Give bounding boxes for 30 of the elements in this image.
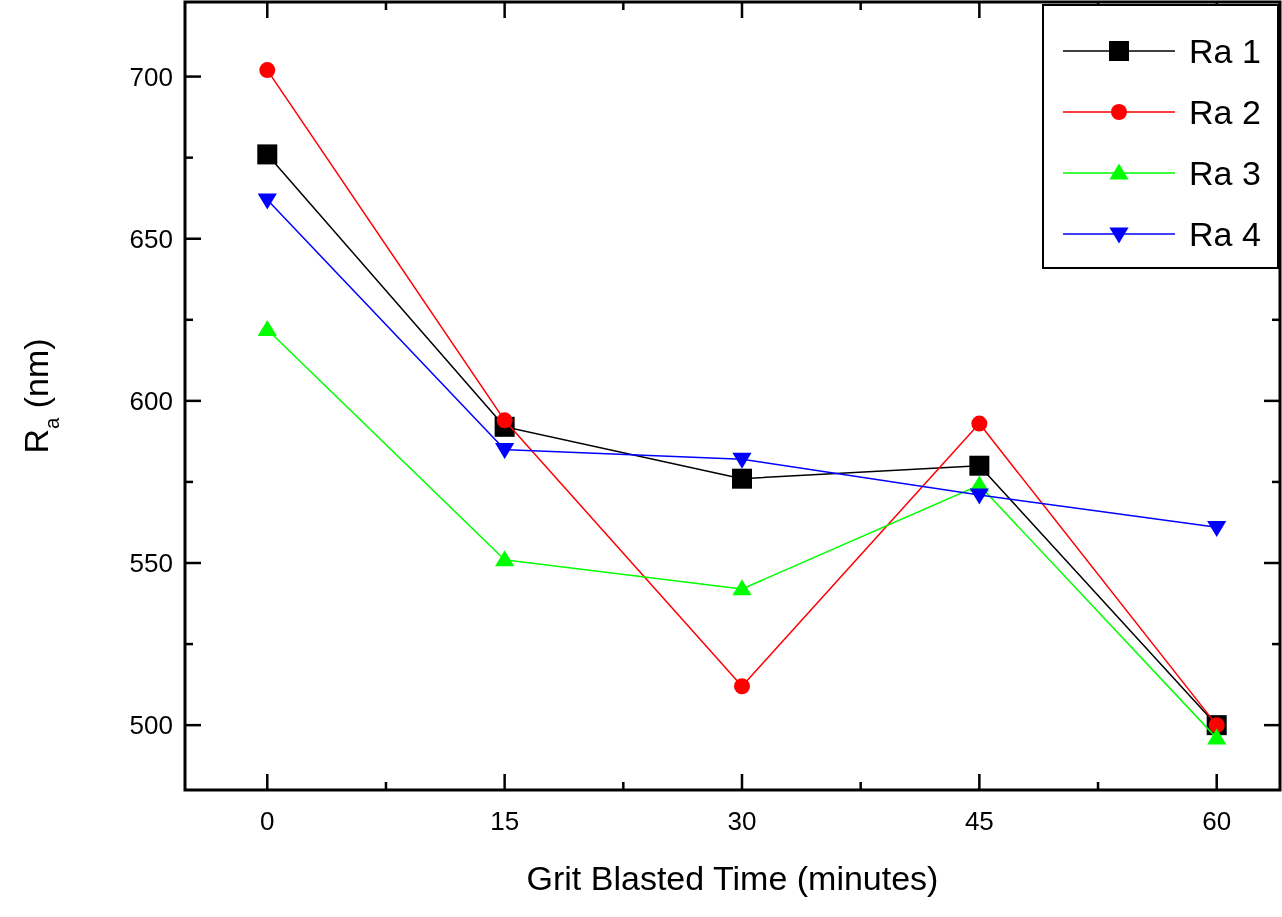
point [732, 579, 752, 596]
legend-label: Ra 3 [1189, 154, 1261, 192]
y-tick-label: 500 [129, 710, 173, 741]
y-tick-label: 600 [129, 385, 173, 416]
y-tick-label: 650 [129, 223, 173, 254]
legend-label: Ra 2 [1189, 93, 1261, 131]
point [1207, 728, 1227, 745]
point [495, 443, 515, 460]
point [971, 415, 988, 432]
point [733, 678, 750, 695]
point [257, 144, 278, 165]
y-tick-label: 550 [129, 548, 173, 578]
point [969, 488, 989, 505]
x-axis-title: Grit Blasted Time (minutes) [526, 859, 939, 897]
point [495, 550, 515, 567]
point [496, 412, 513, 429]
point [1207, 520, 1227, 537]
x-tick-label: 30 [727, 806, 757, 836]
x-tick-label: 15 [490, 806, 520, 836]
point [969, 455, 990, 476]
x-tick-label: 60 [1202, 806, 1232, 836]
x-tick-label: 0 [260, 806, 275, 836]
legend-label: Ra 1 [1189, 32, 1261, 70]
legend-label: Ra 4 [1189, 215, 1261, 253]
point [731, 468, 752, 489]
y-tick-label: 700 [129, 61, 173, 92]
point [257, 193, 277, 210]
point [732, 452, 752, 469]
x-tick-label: 45 [964, 806, 994, 836]
point [259, 62, 276, 79]
